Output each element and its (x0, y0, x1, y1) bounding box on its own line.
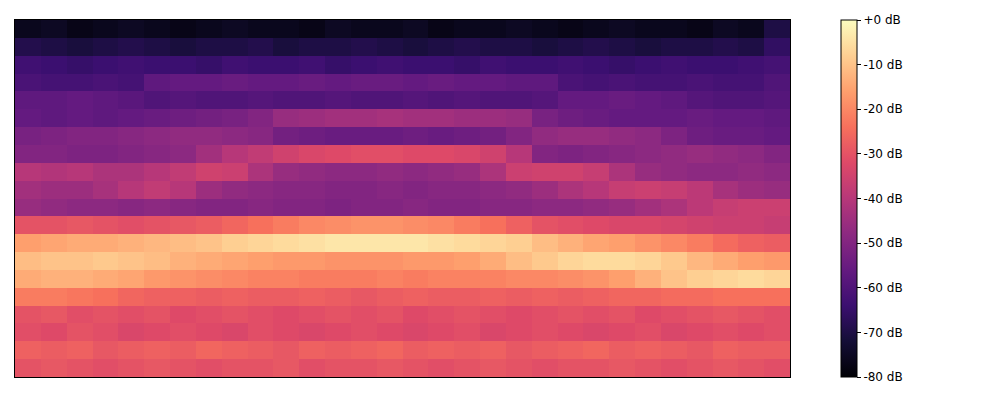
svg-text:-60 dB: -60 dB (863, 281, 902, 295)
svg-text:-30 dB: -30 dB (863, 147, 902, 161)
svg-text:+0 dB: +0 dB (863, 13, 900, 27)
svg-text:-50 dB: -50 dB (863, 236, 902, 250)
svg-text:-40 dB: -40 dB (863, 192, 902, 206)
svg-text:-80 dB: -80 dB (863, 370, 902, 384)
svg-text:-20 dB: -20 dB (863, 102, 902, 116)
svg-text:-10 dB: -10 dB (863, 58, 902, 72)
svg-text:-70 dB: -70 dB (863, 326, 902, 340)
